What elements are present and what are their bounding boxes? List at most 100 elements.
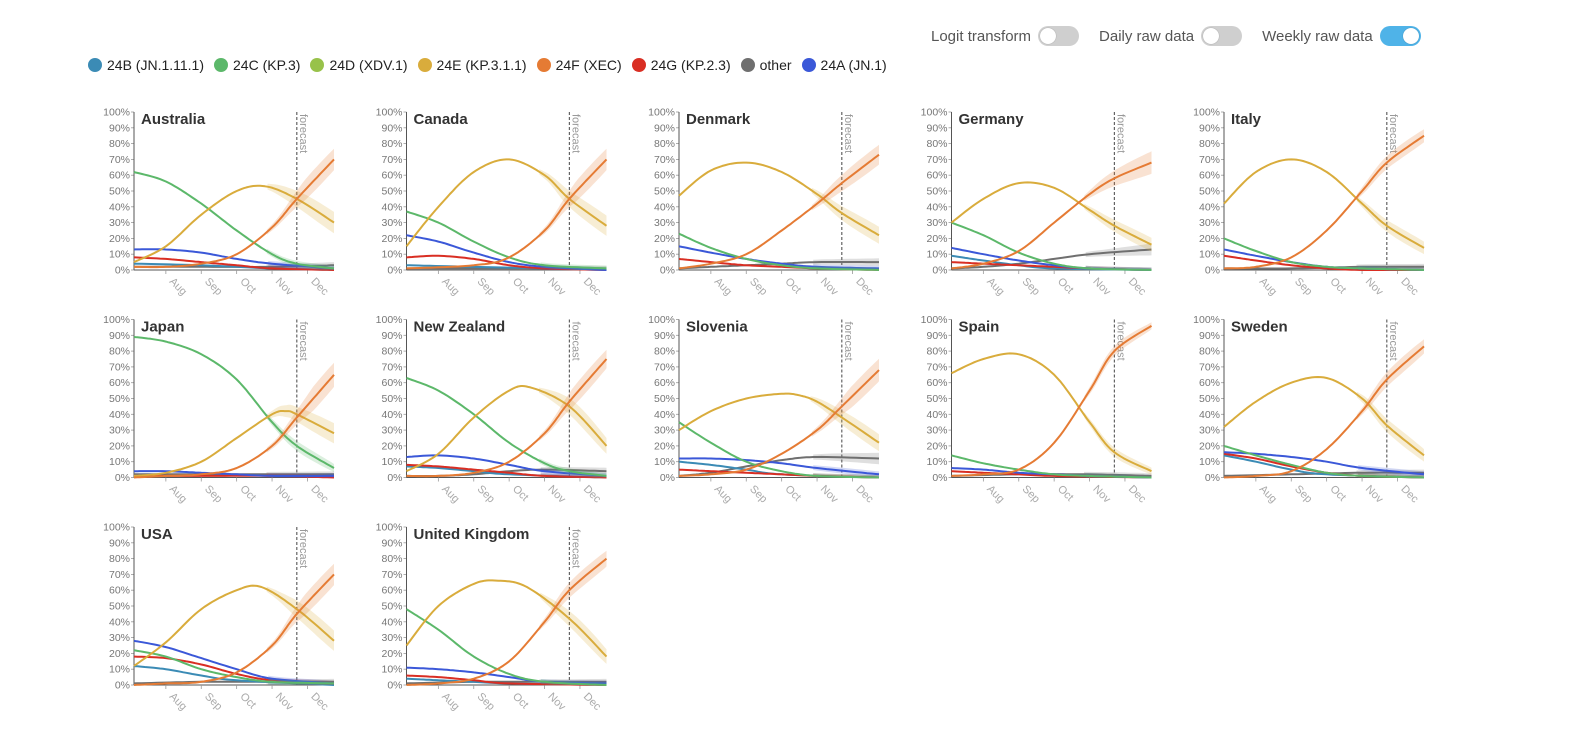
- y-tick-label: 50%: [1199, 393, 1220, 405]
- y-tick-label: 20%: [109, 233, 130, 245]
- y-tick-label: 20%: [926, 440, 947, 452]
- x-tick-label: Oct: [783, 483, 804, 504]
- x-tick-label: Nov: [273, 483, 296, 506]
- legend-item[interactable]: 24E (KP.3.1.1): [417, 57, 527, 73]
- forecast-label: forecast: [1114, 114, 1126, 153]
- y-tick-label: 60%: [926, 170, 947, 182]
- forecast-label: forecast: [842, 322, 854, 361]
- y-tick-label: 40%: [381, 616, 402, 628]
- x-tick-label: Aug: [439, 276, 461, 298]
- x-tick-label: Aug: [439, 691, 461, 713]
- panel-title: Canada: [414, 111, 469, 128]
- series-line-24f-xec: [133, 374, 335, 479]
- legend-item[interactable]: other: [740, 57, 792, 73]
- legend-swatch: [310, 58, 325, 72]
- series-line-other: [678, 261, 879, 270]
- toggle-switch[interactable]: [1038, 26, 1080, 46]
- legend-item[interactable]: 24F (XEC): [536, 57, 622, 73]
- y-tick-label: 10%: [109, 249, 130, 261]
- panel-title: Spain: [959, 319, 1000, 336]
- forecast-label: forecast: [569, 322, 581, 361]
- y-tick-label: 60%: [109, 585, 130, 597]
- y-tick-label: 80%: [654, 138, 675, 150]
- x-tick-label: Sep: [1292, 276, 1314, 298]
- series-line-24g-kp-2-3: [406, 674, 607, 686]
- x-tick-label: Oct: [1328, 276, 1349, 297]
- y-tick-label: 0%: [932, 265, 947, 277]
- series-line-24a-jn-1: [679, 457, 880, 476]
- legend-swatch: [88, 58, 102, 72]
- x-tick-label: Nov: [545, 691, 568, 714]
- y-tick-label: 50%: [109, 601, 130, 613]
- y-tick-label: 90%: [109, 330, 130, 342]
- y-tick-label: 30%: [381, 425, 402, 437]
- y-tick-label: 70%: [1199, 361, 1220, 373]
- y-tick-label: 80%: [654, 346, 675, 358]
- series-line-24e-kp-3-1-1: [1223, 158, 1425, 249]
- y-tick-label: 100%: [1193, 107, 1220, 119]
- toggle-knob: [1402, 28, 1419, 44]
- y-tick-label: 100%: [376, 107, 403, 119]
- series-line-other: [406, 680, 607, 685]
- series-line-24e-kp-3-1-1: [406, 385, 608, 473]
- toggle-switch[interactable]: [1379, 26, 1421, 46]
- forecast-label: forecast: [1114, 322, 1126, 361]
- panel-title: Slovenia: [686, 319, 748, 336]
- y-tick-label: 100%: [921, 314, 948, 326]
- y-tick-label: 70%: [1199, 154, 1220, 166]
- toggle-knob: [1203, 28, 1220, 44]
- y-tick-label: 20%: [381, 648, 402, 660]
- y-tick-label: 40%: [381, 409, 402, 421]
- band-24e-kp-3-1-1: [266, 586, 334, 651]
- x-tick-label: Oct: [238, 691, 259, 712]
- band-other: [813, 452, 879, 465]
- legend-label: 24A (JN.1): [820, 57, 887, 73]
- series-line-24c-kp-3: [678, 421, 880, 479]
- series-line-24e-kp-3-1-1: [133, 410, 335, 477]
- y-tick-label: 10%: [1199, 249, 1220, 261]
- y-tick-label: 10%: [926, 249, 947, 261]
- y-tick-label: 20%: [109, 648, 130, 660]
- y-tick-label: 60%: [654, 170, 675, 182]
- y-tick-label: 80%: [381, 553, 402, 565]
- legend-item[interactable]: 24G (KP.2.3): [631, 57, 731, 73]
- y-tick-label: 10%: [1199, 456, 1220, 468]
- y-tick-label: 90%: [654, 122, 675, 134]
- band-24f-xec: [539, 550, 607, 631]
- y-tick-label: 60%: [1199, 377, 1220, 389]
- panel-title: United Kingdom: [414, 526, 530, 543]
- band-24e-kp-3-1-1: [538, 387, 607, 454]
- series-line-24e-kp-3-1-1: [950, 181, 1152, 246]
- y-tick-label: 30%: [381, 632, 402, 644]
- y-tick-label: 0%: [115, 472, 130, 484]
- x-tick-label: Dec: [581, 691, 604, 714]
- legend-item[interactable]: 24C (KP.3): [214, 57, 300, 73]
- series-line-24f-xec: [951, 161, 1152, 270]
- y-tick-label: 10%: [654, 456, 675, 468]
- legend-label: other: [759, 57, 792, 73]
- x-tick-label: Nov: [818, 276, 841, 299]
- series-line-24g-kp-2-3: [134, 655, 335, 685]
- legend-label: 24C (KP.3): [233, 57, 301, 73]
- legend-item[interactable]: 24A (JN.1): [801, 57, 887, 73]
- y-tick-label: 100%: [103, 107, 130, 119]
- legend-swatch: [417, 58, 432, 72]
- toggle-switch[interactable]: [1201, 26, 1243, 46]
- series-line-24e-kp-3-1-1: [678, 392, 880, 444]
- series-line-24c-kp-3: [1223, 237, 1425, 271]
- panel-sweden: 0% 10% 20% 30% 40% 50% 60% 70% 80% 90% 100% Aug Sep O…: [1193, 314, 1425, 506]
- legend-item[interactable]: 24B (JN.1.11.1): [88, 57, 204, 73]
- series-line-24c-kp-3: [133, 649, 334, 685]
- band-24e-kp-3-1-1: [267, 404, 334, 444]
- series-line-24f-xec: [678, 153, 880, 270]
- y-tick-label: 10%: [926, 456, 947, 468]
- legend-item[interactable]: 24D (XDV.1): [310, 57, 408, 73]
- y-tick-label: 60%: [381, 170, 402, 182]
- x-tick-label: Oct: [1055, 483, 1076, 504]
- x-tick-label: Aug: [167, 691, 189, 713]
- y-tick-label: 70%: [381, 569, 402, 581]
- legend-swatch: [801, 58, 816, 72]
- y-tick-label: 30%: [654, 425, 675, 437]
- y-tick-label: 60%: [381, 585, 402, 597]
- panel-denmark: 0% 10% 20% 30% 40% 50% 60% 70% 80% 90% 100% Aug Sep O…: [648, 107, 880, 299]
